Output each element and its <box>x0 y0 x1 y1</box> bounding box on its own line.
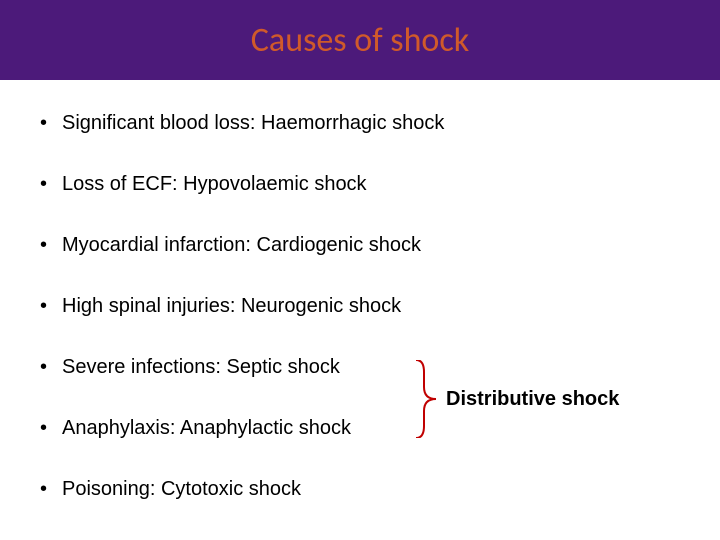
bullet-item: Poisoning: Cytotoxic shock <box>40 478 680 500</box>
bullet-item: Significant blood loss: Haemorrhagic sho… <box>40 112 680 134</box>
bullet-item: Severe infections: Septic shock <box>40 356 680 378</box>
brace-icon <box>412 360 438 438</box>
brace-annotation: Distributive shock <box>446 388 619 411</box>
bullet-item: Myocardial infarction: Cardiogenic shock <box>40 234 680 256</box>
bullet-item: Loss of ECF: Hypovolaemic shock <box>40 173 680 195</box>
slide: Causes of shock Significant blood loss: … <box>0 0 720 540</box>
bullet-item: High spinal injuries: Neurogenic shock <box>40 295 680 317</box>
slide-title: Causes of shock <box>251 20 469 61</box>
bullet-item: Anaphylaxis: Anaphylactic shock <box>40 417 680 439</box>
title-bar: Causes of shock <box>0 0 720 80</box>
bullet-list: Significant blood loss: Haemorrhagic sho… <box>40 112 680 500</box>
